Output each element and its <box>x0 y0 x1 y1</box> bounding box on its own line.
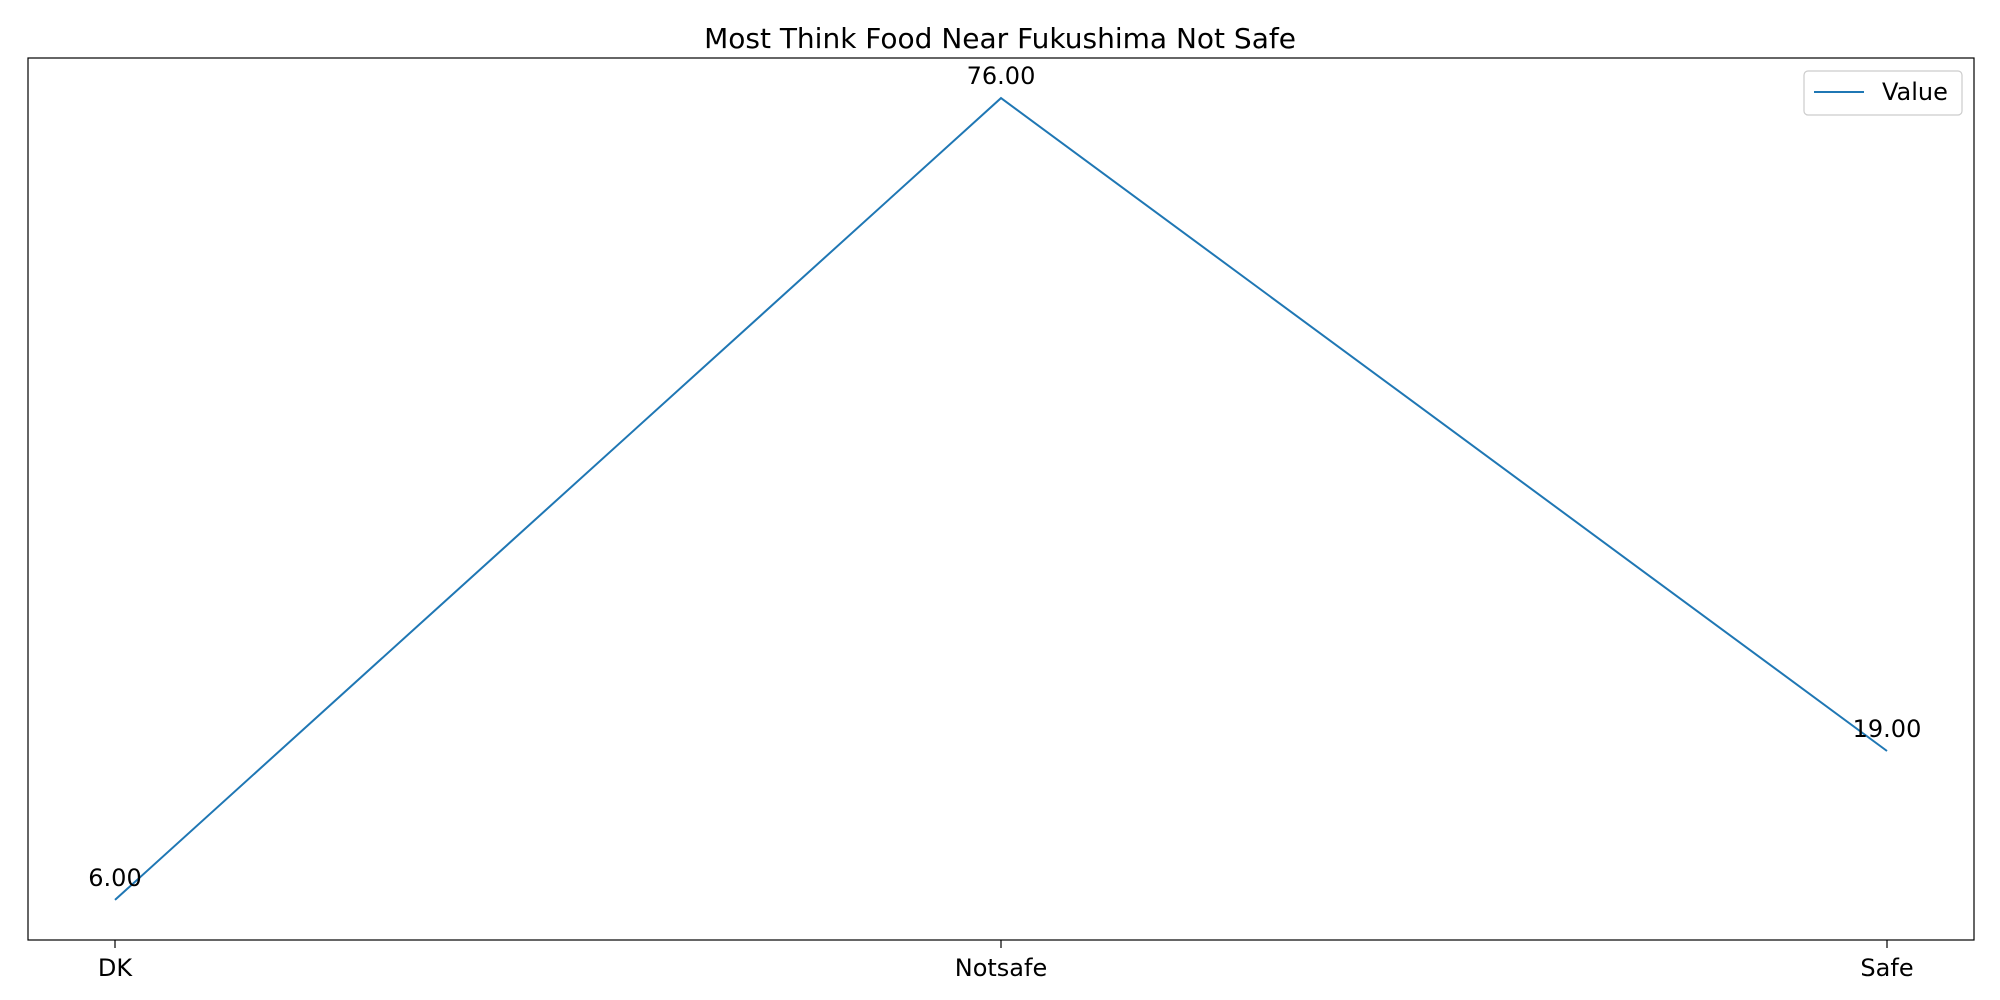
series-layer <box>114 96 1888 901</box>
x-axis: DK Notsafe Safe <box>98 940 1914 982</box>
chart-title: Most Think Food Near Fukushima Not Safe <box>704 22 1296 55</box>
data-label: 19.00 <box>1853 715 1922 743</box>
series-line <box>114 96 1888 901</box>
legend: Value <box>1803 70 1963 116</box>
data-labels: 6.00 76.00 19.00 <box>88 62 1921 892</box>
x-tick-label: DK <box>98 954 133 982</box>
legend-box <box>1803 70 1963 116</box>
data-label: 6.00 <box>88 864 141 892</box>
plot-area-frame <box>27 57 1975 941</box>
x-tick-label: Safe <box>1860 954 1913 982</box>
legend-label: Value <box>1882 78 1948 106</box>
data-label: 76.00 <box>967 62 1036 90</box>
x-tick-label: Notsafe <box>955 954 1047 982</box>
